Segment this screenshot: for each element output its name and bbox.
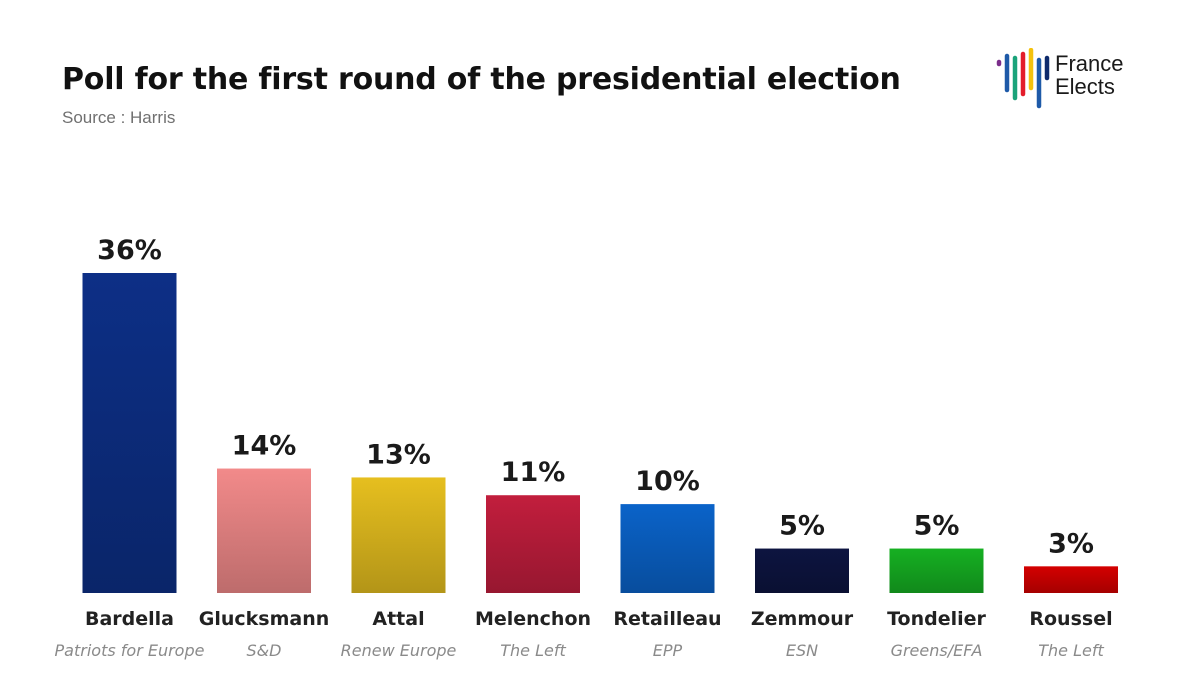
group-label: Patriots for Europe (55, 641, 205, 660)
group-label: The Left (500, 641, 566, 660)
category-label: Attal (372, 608, 424, 630)
group-label: S&D (247, 641, 282, 660)
group-label: The Left (1038, 641, 1104, 660)
bars-group (82, 273, 1118, 593)
value-label: 10% (635, 466, 700, 497)
logo-line-2: Elects (1055, 74, 1115, 99)
logo-line-1: France (1055, 51, 1124, 76)
chart-title: Poll for the first round of the presiden… (62, 62, 901, 97)
value-label: 3% (1048, 528, 1094, 559)
bar-tondelier (889, 548, 984, 593)
category-label: Zemmour (751, 608, 854, 630)
value-label: 14% (232, 431, 297, 462)
category-label: Glucksmann (199, 608, 330, 630)
bar-bardella (82, 273, 177, 593)
group-label: EPP (653, 641, 683, 660)
value-label: 13% (366, 439, 431, 470)
bar-retailleau (620, 504, 715, 593)
bar-roussel (1024, 566, 1118, 593)
category-label: Roussel (1029, 608, 1112, 630)
bar-melenchon (486, 495, 580, 593)
bar-attal (351, 477, 446, 593)
group-label: ESN (786, 641, 818, 660)
value-label: 5% (779, 511, 825, 542)
category-label: Melenchon (475, 608, 591, 630)
group-label: Renew Europe (341, 641, 457, 660)
group-label: Greens/EFA (891, 641, 983, 660)
chart-source: Source : Harris (62, 108, 176, 127)
france-elects-logo-icon (996, 48, 1050, 109)
value-label: 11% (501, 457, 566, 488)
value-label: 5% (914, 511, 960, 542)
category-label: Bardella (85, 608, 174, 630)
bar-zemmour (755, 548, 849, 593)
bar-glucksmann (217, 468, 311, 593)
category-label: Tondelier (887, 608, 986, 630)
labels-group: 36% Bardella Patriots for Europe 14% Glucksm… (55, 235, 1113, 660)
value-label: 36% (97, 235, 162, 266)
logo-wordmark: France Elects (1055, 52, 1123, 98)
category-label: Retailleau (613, 608, 721, 630)
